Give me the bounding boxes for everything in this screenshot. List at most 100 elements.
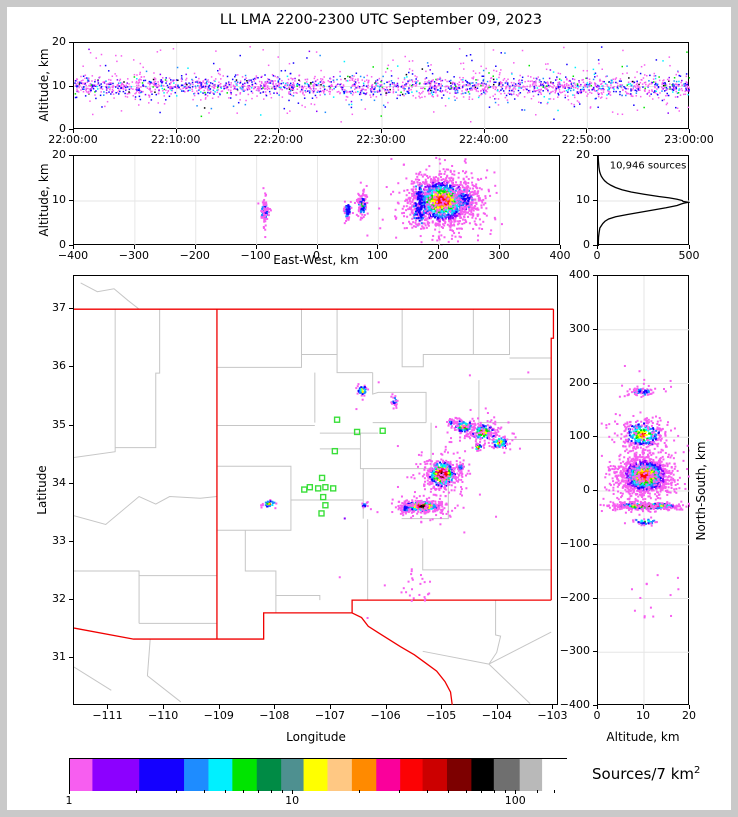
ns_height-y-tick-label: 0 — [583, 483, 590, 496]
tick-mark — [69, 85, 73, 87]
tick-mark — [593, 490, 597, 491]
east-west-height-panel — [73, 155, 561, 246]
tick-mark — [447, 790, 449, 793]
map-x-tick-label: −106 — [370, 709, 401, 722]
tick-mark — [593, 275, 597, 276]
tick-mark — [515, 790, 517, 794]
tick-mark — [493, 790, 495, 793]
tick-mark — [69, 42, 73, 43]
time_height-y-tick-label: 10 — [52, 78, 66, 92]
map-x-tick-label: −107 — [314, 709, 346, 722]
ew_height-y-tick-label: 0 — [59, 238, 66, 251]
ns_height-x-tick-label: 20 — [682, 709, 696, 722]
tick-mark — [69, 366, 73, 368]
alt_histogram-y-tick-label: 0 — [583, 238, 590, 251]
tick-mark — [175, 129, 177, 133]
tick-mark — [194, 245, 196, 249]
tick-mark — [552, 705, 554, 709]
time_height-x-tick-label: 22:10:00 — [150, 133, 201, 146]
ns_height-x-tick-label: 10 — [636, 709, 650, 722]
tick-mark — [689, 129, 690, 133]
tick-mark — [465, 790, 467, 793]
tick-mark — [257, 790, 259, 793]
tick-mark — [593, 245, 597, 246]
tick-mark — [69, 599, 73, 601]
tick-mark — [218, 705, 220, 709]
ew_height-y-tick-label: 20 — [52, 148, 66, 161]
tick-mark — [359, 790, 361, 793]
time_height-x-tick-label: 22:30:00 — [356, 133, 406, 146]
ew_height-x-tick-label: 200 — [427, 249, 449, 262]
map-y-tick-label: 37 — [52, 301, 66, 315]
map-x-tick-label: −105 — [426, 709, 457, 722]
map-x-tick-label: −104 — [481, 709, 512, 722]
tick-mark — [69, 790, 70, 794]
tick-mark — [593, 651, 597, 653]
colorbar-canvas — [70, 759, 568, 791]
map-x-tick-label: −108 — [259, 709, 290, 722]
ns_height-y-tick-label: −300 — [559, 644, 590, 658]
tick-mark — [224, 790, 226, 793]
ew_height-x-tick-label: −400 — [57, 249, 89, 262]
tick-mark — [593, 328, 597, 330]
tick-mark — [242, 790, 244, 793]
altitude-histogram-panel — [597, 155, 690, 246]
alt_histogram-x-tick-label: 0 — [593, 249, 601, 262]
ew_height-y-tick-label: 10 — [52, 193, 66, 206]
tick-mark — [73, 245, 74, 249]
tick-mark — [133, 245, 135, 249]
tick-mark — [69, 540, 73, 542]
colorbar-tick-label: 100 — [504, 794, 526, 807]
time-height-panel — [73, 42, 690, 130]
map-x-tick-label: −110 — [147, 709, 179, 722]
tick-mark — [377, 245, 379, 249]
map-y-tick-label: 33 — [52, 533, 66, 547]
tick-mark — [689, 245, 690, 249]
map-x-tick-label: −103 — [537, 709, 568, 722]
time_height-x-tick-label: 22:20:00 — [253, 133, 304, 146]
tick-mark — [441, 705, 443, 709]
map-y-tick-label: 32 — [52, 592, 66, 606]
tick-mark — [292, 790, 294, 794]
tick-mark — [316, 245, 318, 249]
tick-mark — [381, 129, 382, 133]
ns-height-ylabel: North-South, km — [694, 441, 708, 541]
ns_height-y-tick-label: 200 — [569, 375, 590, 389]
tick-mark — [586, 129, 588, 133]
map-xlabel: Longitude — [286, 730, 346, 744]
alt_histogram-x-tick-label: 500 — [678, 249, 700, 262]
ns_height-y-tick-label: −200 — [559, 590, 590, 604]
tick-mark — [278, 129, 280, 133]
colorbar-tick-label: 1 — [65, 794, 73, 807]
tick-mark — [483, 129, 485, 133]
tick-mark — [398, 790, 400, 793]
tick-mark — [203, 790, 205, 793]
ns_height-y-tick-label: 300 — [569, 321, 590, 335]
time-height-canvas — [74, 43, 690, 130]
colorbar-tick-label: 10 — [285, 794, 300, 807]
tick-mark — [505, 790, 507, 793]
ew-height-xlabel: East-West, km — [273, 253, 359, 267]
tick-mark — [175, 790, 177, 793]
tick-mark — [499, 245, 501, 249]
time_height-x-tick-label: 22:50:00 — [561, 133, 612, 146]
alt_histogram-y-tick-label: 10 — [576, 193, 590, 206]
time_height-x-tick-label: 22:40:00 — [458, 133, 509, 146]
map-ylabel: Latitude — [35, 465, 49, 515]
alt_histogram-y-tick-label: 20 — [576, 148, 590, 161]
tick-mark — [329, 705, 331, 709]
colorbar-label-text: Sources/7 km — [592, 765, 694, 783]
map-y-tick-label: 31 — [52, 650, 66, 664]
tick-mark — [593, 705, 597, 706]
map-y-tick-label: 36 — [52, 359, 66, 373]
ew_height-x-tick-label: −200 — [179, 249, 210, 262]
tick-mark — [69, 308, 73, 310]
tick-mark — [69, 200, 73, 201]
tick-mark — [69, 155, 73, 156]
tick-mark — [163, 705, 165, 709]
tick-mark — [554, 790, 556, 793]
tick-mark — [69, 129, 73, 130]
alt-histogram-canvas — [598, 156, 690, 246]
tick-mark — [136, 790, 138, 793]
